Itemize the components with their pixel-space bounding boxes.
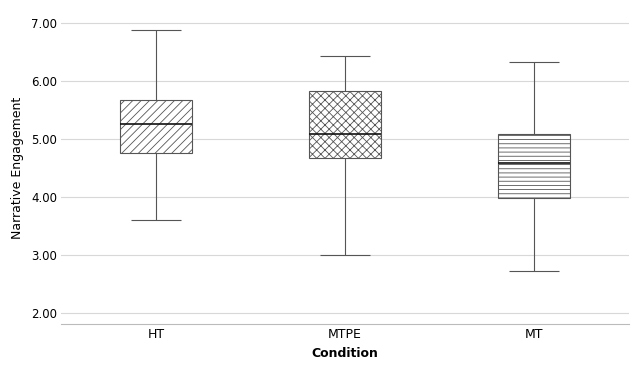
X-axis label: Condition: Condition	[312, 347, 378, 360]
FancyBboxPatch shape	[120, 100, 192, 153]
FancyBboxPatch shape	[499, 134, 570, 198]
Y-axis label: Narrative Engagement: Narrative Engagement	[11, 96, 24, 239]
FancyBboxPatch shape	[309, 91, 381, 158]
